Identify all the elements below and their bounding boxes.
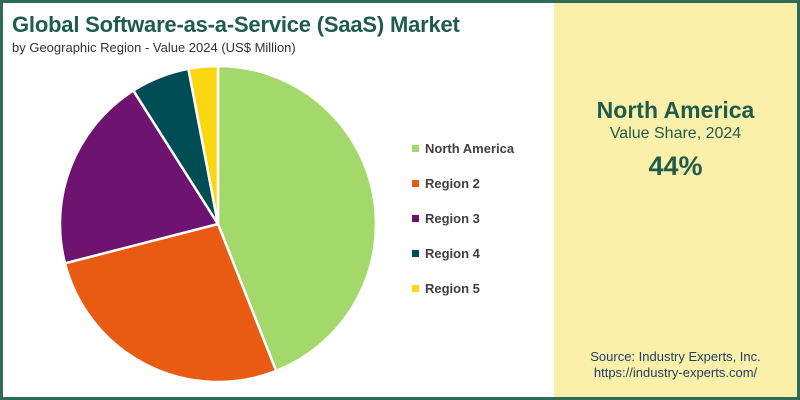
legend-label: Region 4 (425, 246, 480, 261)
pie-slice-north-america (216, 64, 378, 373)
legend: North America Region 2 Region 3 Region 4… (412, 131, 552, 306)
pie-slice-region-2 (63, 222, 278, 384)
legend-item: Region 3 (412, 201, 552, 236)
chart-title: Global Software-as-a-Service (SaaS) Mark… (12, 12, 460, 37)
source-url[interactable]: https://industry-experts.com/ (593, 365, 758, 380)
legend-swatch-icon (412, 250, 419, 257)
highlight-caption: Value Share, 2024 (609, 125, 742, 142)
legend-swatch-icon (412, 215, 419, 222)
legend-label: Region 2 (425, 176, 480, 191)
legend-label: Region 3 (425, 211, 480, 226)
chart-subtitle: by Geographic Region - Value 2024 (US$ M… (12, 40, 296, 55)
source-note: Source: Industry Experts, Inc. https://i… (554, 349, 797, 381)
legend-swatch-icon (412, 180, 419, 187)
legend-swatch-icon (412, 285, 419, 292)
highlight-value: 44% (648, 151, 703, 181)
highlight-panel: North America Value Share, 2024 44% Sour… (554, 3, 797, 397)
legend-label: North America (425, 141, 515, 156)
legend-item: North America (412, 131, 552, 166)
legend-item: Region 2 (412, 166, 552, 201)
legend-swatch-icon (412, 145, 419, 152)
legend-label: Region 5 (425, 281, 480, 296)
legend-item: Region 4 (412, 236, 552, 271)
pie-slice-region-3 (58, 89, 220, 265)
pie-slice-region-5 (187, 64, 220, 226)
source-line: Source: Industry Experts, Inc. (590, 349, 761, 364)
highlight-region: North America (596, 97, 755, 123)
legend-item: Region 5 (412, 271, 552, 306)
